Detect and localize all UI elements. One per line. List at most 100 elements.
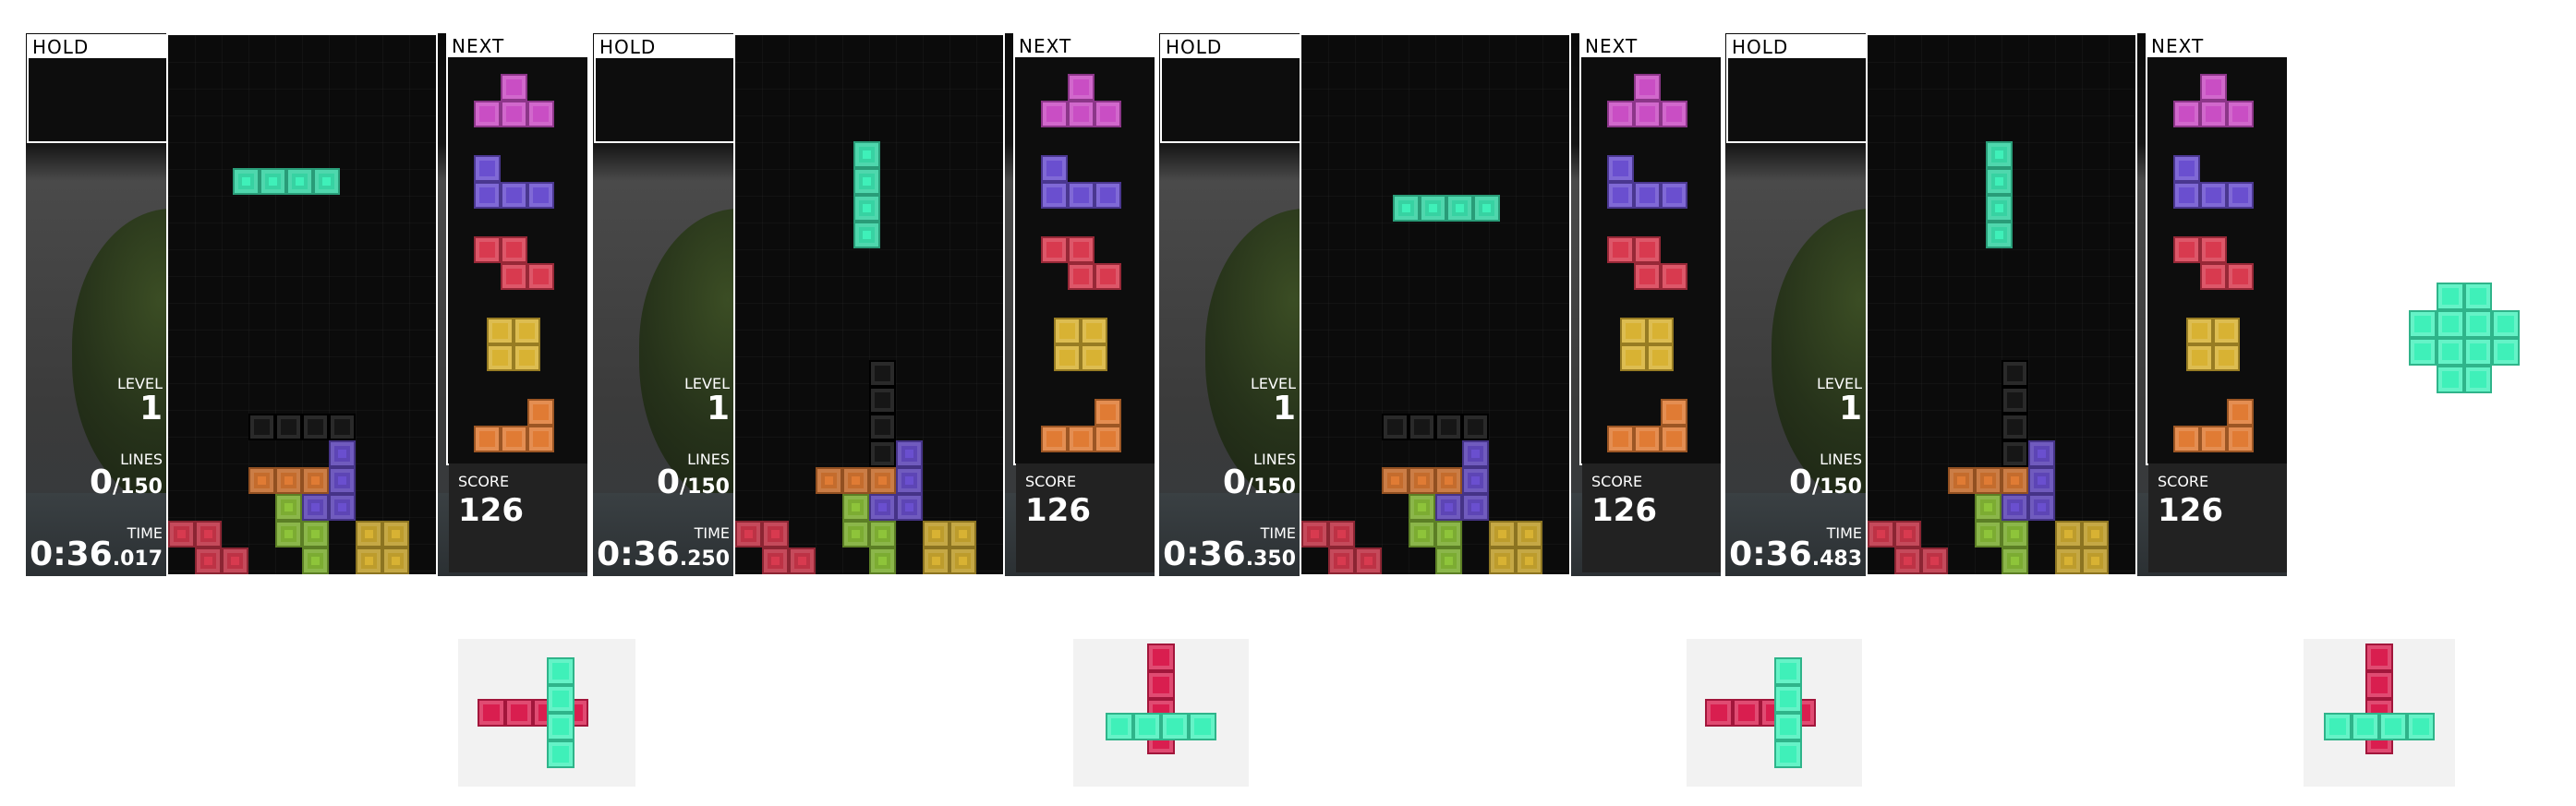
stack-cell [869, 467, 896, 494]
standalone-cell [2464, 338, 2492, 366]
next-label: NEXT [1015, 35, 1155, 57]
standalone-i-cluster [2409, 283, 2523, 397]
stack-cell [1301, 521, 1328, 547]
next-piece-cell [1647, 318, 1674, 344]
stack-cell [382, 521, 409, 547]
next-piece-cell [2227, 263, 2254, 290]
stack-cell [816, 467, 842, 494]
game-frame-1: HOLD LEVEL 1 LINES 0/150 TIME 0:36.017 N… [26, 33, 587, 576]
next-piece-cell [2173, 101, 2200, 127]
lines-label: LINES [687, 451, 730, 468]
stack-cell [1894, 521, 1921, 547]
stack-cell [1894, 547, 1921, 574]
score-value: 126 [1025, 492, 1091, 529]
stack-cell [1975, 494, 2002, 521]
next-piece-cell [1620, 344, 1647, 371]
active-piece-cell [1986, 222, 2013, 248]
stack-cell [356, 547, 382, 574]
stack-cell [2028, 467, 2055, 494]
active-piece-cell [1393, 195, 1420, 222]
playfield [1300, 33, 1571, 576]
next-piece-cell [2227, 101, 2254, 127]
active-piece-cell [1473, 195, 1500, 222]
next-piece-cell [1041, 155, 1068, 182]
standalone-cell [2437, 283, 2464, 310]
stack-cell [222, 547, 248, 574]
red-piece-cell [1147, 671, 1175, 699]
red-piece-cell [478, 699, 505, 727]
score-label: SCORE [2158, 473, 2209, 490]
stack-cell [302, 547, 329, 574]
stack-cell [896, 494, 923, 521]
next-piece-cell [1620, 318, 1647, 344]
lines-label: LINES [120, 451, 163, 468]
stack-cell [735, 521, 762, 547]
playfield [166, 33, 438, 576]
stack-cell [869, 521, 896, 547]
next-piece-cell [1041, 426, 1068, 452]
stack-cell [2002, 521, 2028, 547]
stack-cell [1435, 467, 1462, 494]
next-piece-cell [1094, 426, 1121, 452]
stack-cell [842, 521, 869, 547]
next-label: NEXT [448, 35, 587, 57]
game-frame-3: HOLD LEVEL 1 LINES 0/150 TIME 0:36.350 N… [1159, 33, 1721, 576]
i-piece-cell [1774, 740, 1802, 768]
score-box: SCORE 126 [1016, 463, 1155, 572]
ghost-cell [869, 387, 896, 414]
i-piece-cell [547, 740, 574, 768]
level-value: 1 [1272, 390, 1296, 427]
i-piece-cell [547, 685, 574, 713]
stack-cell [302, 467, 329, 494]
score-value: 126 [2158, 492, 2223, 529]
stack-cell [329, 494, 356, 521]
stack-cell [275, 467, 302, 494]
hold-label: HOLD [596, 36, 735, 58]
next-piece-cell [1634, 236, 1661, 263]
stack-cell [1355, 547, 1382, 574]
next-piece-cell [1634, 101, 1661, 127]
i-piece-cell [2379, 713, 2407, 740]
game-frame-2: HOLD LEVEL 1 LINES 0/150 TIME 0:36.250 N… [593, 33, 1155, 576]
next-piece-cell [2200, 74, 2227, 101]
next-queue: NEXT [446, 33, 587, 465]
next-piece-cell [2200, 182, 2227, 209]
stack-cell [1409, 467, 1435, 494]
hold-box: HOLD [1160, 34, 1303, 143]
next-piece-cell [1081, 318, 1107, 344]
active-piece-cell [1986, 168, 2013, 195]
next-piece-cell [501, 426, 527, 452]
next-piece-cell [2200, 263, 2227, 290]
next-piece-cell [2200, 236, 2227, 263]
score-value: 126 [458, 492, 524, 529]
stack-cell [1462, 494, 1489, 521]
red-piece-cell [1705, 699, 1733, 727]
next-piece-cell [527, 426, 554, 452]
red-piece-cell [2365, 671, 2393, 699]
next-piece-cell [1068, 263, 1094, 290]
red-piece-cell [505, 699, 533, 727]
stack-cell [1409, 494, 1435, 521]
stack-cell [869, 547, 896, 574]
hold-box: HOLD [1726, 34, 1869, 143]
next-piece-cell [1634, 182, 1661, 209]
active-piece-cell [1446, 195, 1473, 222]
active-piece-cell [286, 168, 313, 195]
level-value: 1 [1838, 390, 1862, 427]
playfield [733, 33, 1005, 576]
stack-cell [923, 547, 949, 574]
next-piece-cell [1607, 426, 1634, 452]
score-box: SCORE 126 [1582, 463, 1721, 572]
stack-cell [1328, 547, 1355, 574]
hold-label: HOLD [1162, 36, 1301, 58]
ghost-cell [1435, 414, 1462, 440]
stack-cell [248, 467, 275, 494]
stack-cell [382, 547, 409, 574]
active-piece-cell [1986, 141, 2013, 168]
stack-cell [168, 521, 195, 547]
red-piece-cell [2365, 644, 2393, 671]
stack-cell [2082, 547, 2109, 574]
standalone-cell [2409, 338, 2437, 366]
standalone-cell [2492, 338, 2520, 366]
stack-cell [1328, 521, 1355, 547]
